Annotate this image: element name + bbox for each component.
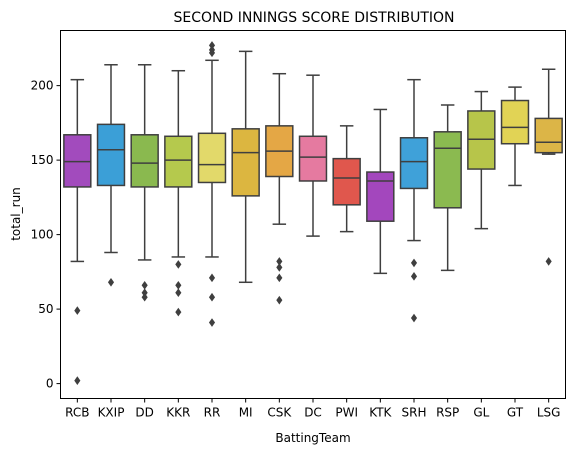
outlier-point <box>208 48 216 58</box>
x-tick-label-pwi: PWI <box>335 406 358 420</box>
x-tick-label-gl: GL <box>473 406 489 420</box>
outlier-point <box>276 273 283 283</box>
box-iqr <box>231 128 260 197</box>
x-tick-label-gt: GT <box>507 406 524 420</box>
outlier-point <box>74 306 81 315</box>
x-tick-label-dd: DD <box>135 406 153 420</box>
box-iqr <box>164 135 193 188</box>
x-tick-label-dc: DC <box>304 406 322 420</box>
y-tick-label: 150 <box>31 153 54 167</box>
outlier-point <box>175 280 182 290</box>
box-gl <box>467 90 496 230</box>
outlier-point <box>175 307 182 317</box>
x-tick-label-csk: CSK <box>267 406 292 420</box>
outlier-point <box>107 277 115 287</box>
outlier-point <box>410 258 418 268</box>
y-axis: 0 50 100 150 200 <box>31 79 61 391</box>
outlier-point <box>175 260 182 269</box>
outlier-point <box>208 318 216 327</box>
box-iqr <box>197 132 227 184</box>
outlier-point <box>545 257 552 266</box>
outlier-point <box>141 292 148 302</box>
x-tick-label-kkr: KKR <box>166 406 190 420</box>
box-dc <box>298 74 328 237</box>
x-axis-label: BattingTeam <box>275 431 350 445</box>
box-rr <box>197 41 227 327</box>
box-gt <box>500 86 530 187</box>
box-iqr <box>534 117 563 154</box>
box-iqr <box>96 123 126 187</box>
box-lsg <box>534 68 563 266</box>
outlier-point <box>208 41 216 50</box>
x-tick-label-rsp: RSP <box>436 406 459 420</box>
box-dd <box>130 64 159 302</box>
y-tick-label: 100 <box>31 228 54 242</box>
box-kxip <box>96 64 126 287</box>
x-tick-label-rcb: RCB <box>65 406 89 420</box>
box-iqr <box>332 157 361 206</box>
outlier-point <box>276 263 283 272</box>
outlier-point <box>141 280 148 290</box>
box-iqr <box>399 137 429 190</box>
box-srh <box>399 78 429 323</box>
box-iqr <box>298 135 328 182</box>
plot-frame <box>60 30 566 399</box>
x-tick-label-rr: RR <box>204 406 221 420</box>
box-csk <box>265 72 294 305</box>
box-ktk <box>366 108 395 275</box>
x-tick-label-ktk: KTK <box>369 406 392 420</box>
box-rcb <box>63 78 92 385</box>
x-axis: RCB KXIP DD KKR RR MI CSK DC PWI KTK SRH RSP GL GT LSG <box>65 398 561 420</box>
outlier-point <box>141 288 148 298</box>
box-iqr <box>433 131 462 209</box>
outlier-point <box>276 257 283 266</box>
outlier-point <box>208 273 216 283</box>
x-tick-label-kxip: KXIP <box>98 406 125 420</box>
outlier-point <box>276 295 283 305</box>
y-tick-label: 200 <box>31 79 54 93</box>
box-pwi <box>332 125 361 233</box>
chart-title: SECOND INNINGS SCORE DISTRIBUTION <box>173 10 454 26</box>
x-tick-label-lsg: LSG <box>537 406 561 420</box>
box-kkr <box>164 69 193 317</box>
box-iqr <box>500 99 530 145</box>
box-mi <box>231 50 260 284</box>
outlier-point <box>175 288 182 298</box>
y-tick-label: 0 <box>46 377 54 391</box>
outlier-point <box>208 292 216 302</box>
x-tick-label-mi: MI <box>239 406 253 420</box>
y-axis-label: total_run <box>9 187 23 241</box>
outlier-point <box>74 376 81 385</box>
box-rsp <box>433 104 462 272</box>
boxes-layer <box>63 41 563 385</box>
box-iqr <box>130 134 159 188</box>
outlier-point <box>410 272 418 281</box>
box-iqr <box>366 171 395 222</box>
outlier-point <box>410 313 418 323</box>
y-tick-label: 50 <box>38 302 53 316</box>
x-tick-label-srh: SRH <box>402 406 427 420</box>
